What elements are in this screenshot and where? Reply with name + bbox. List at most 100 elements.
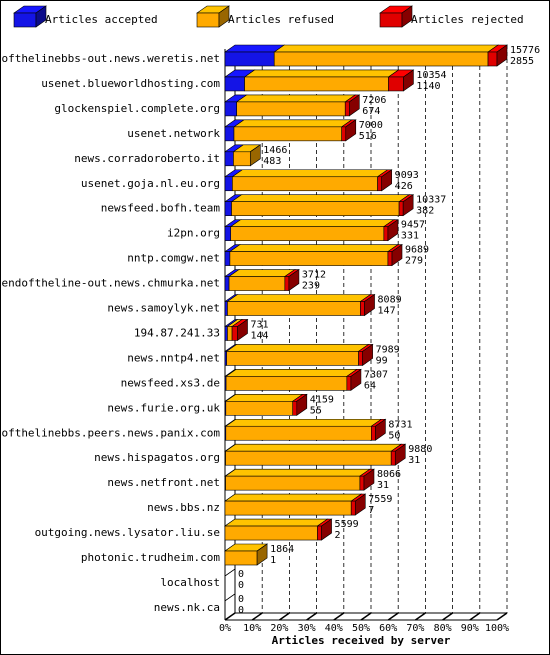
category-label: usenet.network — [127, 127, 220, 140]
tick-mark — [496, 612, 508, 621]
category-label: news.nk.ca — [154, 601, 220, 614]
bar-segment — [224, 326, 228, 341]
bar-segment — [225, 425, 372, 441]
bar-segment — [224, 493, 363, 502]
total-label: 10354 — [416, 70, 446, 81]
x-tick-label: 20% — [270, 623, 288, 634]
bar-segment — [354, 493, 366, 516]
accepted-label: 7 — [368, 505, 374, 516]
legend-swatch — [379, 12, 403, 28]
total-label: 9880 — [408, 444, 432, 455]
total-label: 1864 — [270, 544, 294, 555]
x-axis-label: Articles received by server — [272, 634, 451, 647]
category-label: usenet.goja.nl.eu.org — [81, 177, 220, 190]
bar-segment — [391, 244, 403, 267]
bar-segment — [349, 94, 360, 117]
bar-segment — [383, 226, 389, 241]
accepted-label: 2 — [335, 530, 341, 541]
legend-label: Articles accepted — [45, 13, 158, 26]
x-tick-label: 40% — [325, 623, 343, 634]
bar-segment — [381, 169, 392, 192]
category-label: outgoing.news.lysator.liu.se — [35, 526, 220, 539]
bar-segment — [228, 244, 399, 252]
bar-segment — [228, 269, 296, 277]
total-label: 8731 — [388, 419, 412, 430]
bar-segment — [371, 425, 376, 441]
bar-segment — [229, 251, 389, 266]
accepted-label: 516 — [359, 131, 377, 142]
bar-segment — [360, 301, 365, 316]
category-label: newsfeed.bofh.team — [101, 202, 221, 215]
legend-label: Articles refused — [228, 13, 334, 26]
total-label: 8089 — [378, 295, 402, 306]
accepted-label: 382 — [416, 206, 434, 217]
total-label: 15776 — [510, 45, 540, 56]
category-label: 194.87.241.33 — [134, 326, 220, 339]
total-label: 7989 — [376, 344, 400, 355]
bar-segment — [227, 301, 361, 316]
bar-segment — [362, 343, 373, 366]
total-label: 9093 — [395, 170, 419, 181]
bar-segment — [224, 101, 237, 117]
bar-segment — [231, 201, 400, 216]
total-label: 10337 — [416, 195, 446, 206]
bar-segment — [496, 44, 508, 67]
bar-segment — [233, 126, 342, 142]
legend-label: Articles rejected — [411, 13, 524, 26]
total-label: 4159 — [310, 394, 334, 405]
bar-segment — [224, 593, 236, 602]
bar-segment — [398, 201, 404, 216]
bar-segment — [227, 326, 233, 341]
accepted-label: 99 — [376, 355, 388, 366]
bar-segment — [350, 368, 362, 391]
bar-segment — [273, 44, 499, 53]
category-label: news.bbs.nz — [147, 501, 220, 514]
legend-swatch — [401, 5, 413, 28]
total-label: 1466 — [263, 145, 287, 156]
accepted-label: 279 — [405, 256, 423, 267]
total-label: 0 — [238, 594, 244, 605]
bar-segment — [224, 151, 234, 167]
bar-segment — [359, 475, 365, 491]
category-label: news.netfront.net — [107, 476, 220, 489]
bar-segment — [235, 94, 357, 103]
x-tick-label: 30% — [298, 623, 316, 634]
category-label: newsfeed.xs3.de — [121, 376, 220, 389]
category-label: endofthelinebbs-out.news.weretis.net — [0, 52, 220, 65]
bar-segment — [232, 176, 378, 192]
bar-segment — [403, 69, 414, 92]
total-label: 7559 — [368, 494, 392, 505]
bar-segment — [229, 219, 395, 227]
bar-segment — [224, 525, 318, 541]
legend-swatch — [13, 12, 37, 28]
bar-segment — [224, 226, 232, 241]
bar-segment — [233, 119, 353, 128]
accepted-label: 31 — [377, 480, 389, 491]
bar-segment — [256, 543, 268, 552]
bar-segment — [224, 468, 371, 477]
bar-segment — [224, 518, 329, 527]
category-label: photonic.trudheim.com — [81, 551, 220, 564]
bar-segment — [224, 500, 352, 516]
tick-mark — [224, 612, 236, 621]
accepted-label: 2855 — [510, 56, 534, 67]
accepted-label: 147 — [378, 306, 396, 317]
bar-segment — [230, 194, 411, 202]
bar-segment — [402, 194, 414, 217]
category-label: endofthelinebbs.peers.news.panix.com — [0, 426, 220, 439]
bar-segment — [236, 101, 346, 117]
accepted-label: 64 — [364, 380, 376, 391]
x-tick-label: 60% — [379, 623, 397, 634]
total-label: 731 — [251, 319, 269, 330]
bar-segment — [226, 294, 372, 302]
bar-segment — [341, 126, 347, 142]
bar-segment — [226, 351, 359, 366]
legend-swatch — [196, 12, 220, 28]
x-tick-label: 70% — [406, 623, 424, 634]
bar-segment — [224, 393, 304, 402]
tick-mark — [278, 612, 290, 621]
total-label: 5599 — [335, 519, 359, 530]
total-label: 7206 — [362, 95, 386, 106]
accepted-label: 239 — [302, 281, 320, 292]
total-label: 8066 — [377, 469, 401, 480]
